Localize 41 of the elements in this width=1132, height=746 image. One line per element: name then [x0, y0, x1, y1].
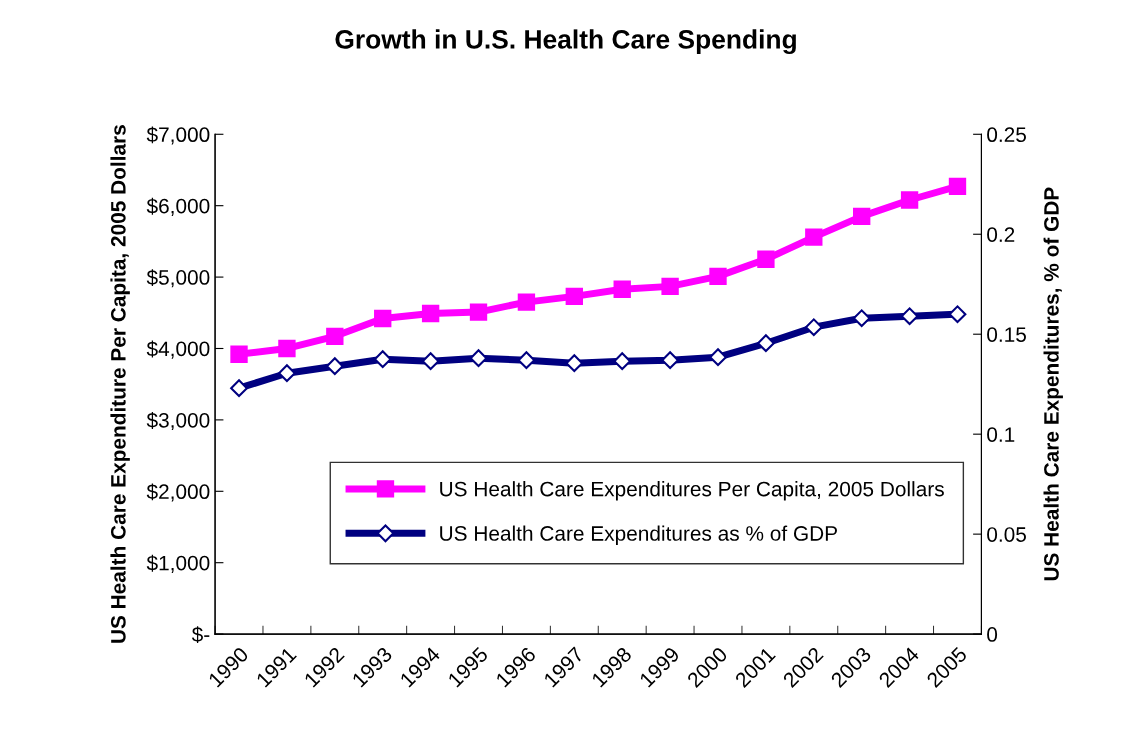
point — [278, 364, 296, 383]
point — [757, 250, 775, 268]
point — [326, 327, 344, 346]
y2-axis-title: US Health Care Expenditures, % of GDP — [1043, 187, 1063, 581]
point — [900, 191, 919, 209]
point — [757, 334, 775, 353]
point — [613, 280, 631, 298]
point — [661, 277, 679, 296]
y-tick-label: $3,000 — [146, 412, 210, 431]
point — [421, 304, 440, 323]
y2-tick-label: 0.05 — [987, 527, 1026, 542]
point — [804, 318, 823, 337]
point — [805, 228, 823, 246]
y-tick-label: $1,000 — [146, 554, 210, 573]
legend-label: US Health Care Expenditures Per Capita, 2005 Dollars — [440, 481, 944, 501]
point — [709, 267, 727, 286]
y-tick-label: $7,000 — [146, 126, 210, 145]
y2-tick-label: 0 — [987, 627, 998, 642]
point — [230, 379, 248, 398]
y-tick-label: $- — [191, 626, 210, 644]
point — [948, 177, 967, 196]
point — [374, 309, 392, 328]
point — [325, 357, 344, 376]
y-tick-label: $4,000 — [146, 340, 210, 359]
y-tick-label: $2,000 — [146, 483, 210, 502]
y2-tick-label: 0.15 — [987, 327, 1026, 342]
y-tick-label: $6,000 — [146, 197, 210, 216]
y-tick-label: $5,000 — [146, 269, 210, 288]
point — [517, 293, 536, 311]
point — [278, 339, 296, 358]
y2-tick-label: 0.2 — [987, 227, 1015, 242]
chart-title: Growth in U.S. Health Care Spending — [335, 29, 796, 55]
point — [709, 348, 727, 367]
point — [230, 345, 248, 363]
point — [565, 287, 583, 306]
point — [469, 303, 488, 321]
legend-label: US Health Care Expenditures as % of GDP — [440, 525, 837, 545]
y-axis-title: US Health Care Expenditure Per Capita, 2005 Dollars — [110, 125, 130, 643]
point — [853, 207, 871, 226]
y2-tick-label: 0.1 — [987, 427, 1015, 442]
y2-tick-label: 0.25 — [987, 127, 1026, 143]
